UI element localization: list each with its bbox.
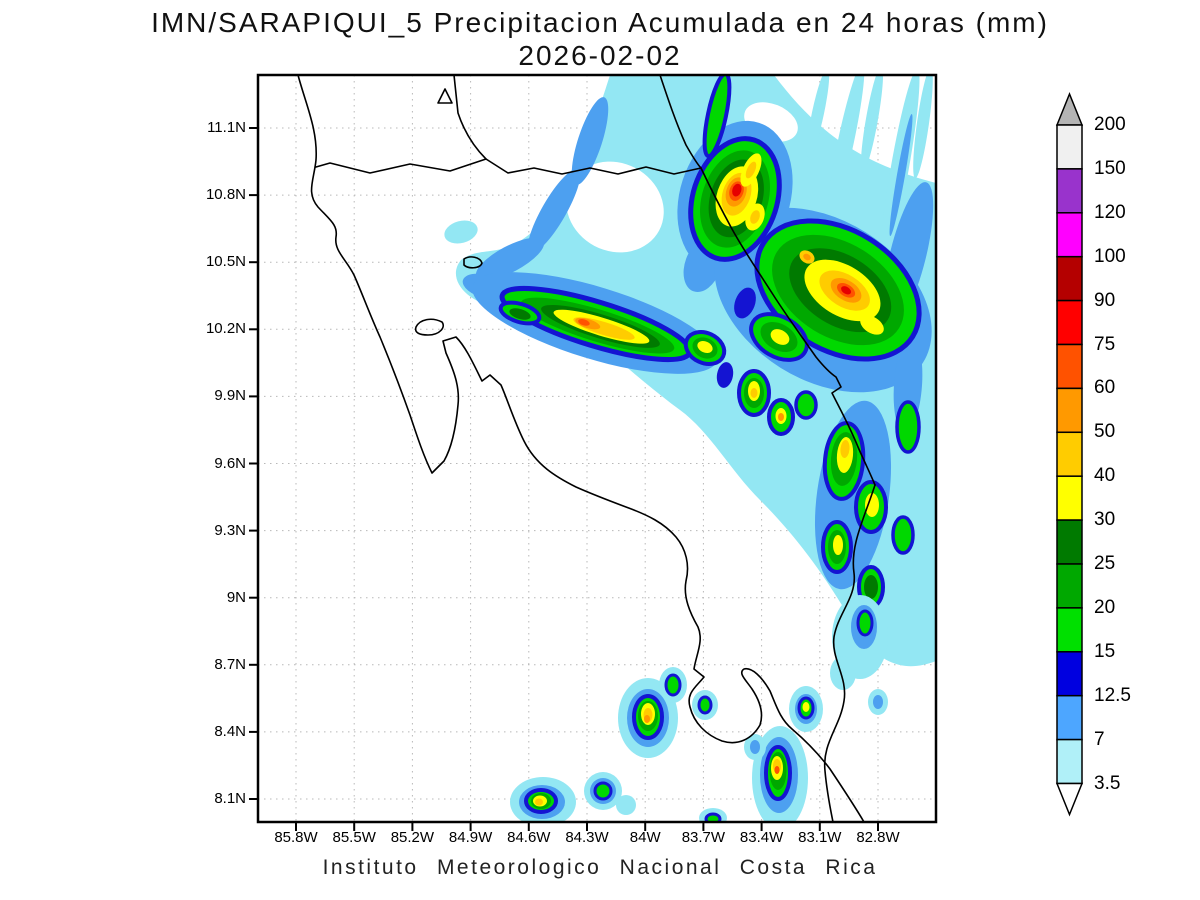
panama-border xyxy=(823,484,876,823)
x-axis-tick-label: 83.1W xyxy=(798,829,842,846)
colorbar-tick-label: 75 xyxy=(1094,333,1116,355)
y-axis-tick-label: 11.1N xyxy=(207,119,246,136)
colorbar-tick-label: 20 xyxy=(1094,596,1116,618)
x-axis-tick-label: 82.8W xyxy=(856,829,900,846)
isla-chira xyxy=(414,318,444,336)
colorbar-tick-label: 60 xyxy=(1094,377,1116,399)
colorbar-tick-label: 200 xyxy=(1094,114,1126,135)
x-axis-tick-label: 84W xyxy=(629,829,661,846)
colorbar-tick-label: 90 xyxy=(1094,289,1116,311)
x-axis-tick-label: 85.5W xyxy=(332,829,376,846)
y-axis-tick-label: 9N xyxy=(226,588,246,606)
y-axis-tick-label: 10.5N xyxy=(205,253,246,271)
pacific-coastline xyxy=(297,74,865,823)
y-axis-tick-label: 10.8N xyxy=(205,186,246,204)
colorbar-tick-label: 12.5 xyxy=(1094,684,1131,706)
precipitation-field xyxy=(444,75,936,822)
colorbar-tick-label: 50 xyxy=(1094,421,1116,443)
y-axis-tick-label: 9.3N xyxy=(214,521,246,539)
x-axis-tick-label: 84.9W xyxy=(448,829,493,846)
x-axis-tick-label: 83.4W xyxy=(739,829,784,846)
nicaragua-border-west xyxy=(315,158,487,174)
colorbar-tick-label: 7 xyxy=(1094,728,1105,750)
title-line-1: IMN/SARAPIQUI_5 Precipitacion Acumulada … xyxy=(151,7,1049,38)
footer-caption: Instituto Meteorologico Nacional Costa R… xyxy=(322,856,878,879)
colorbar-tick-label: 150 xyxy=(1094,157,1126,179)
title-line-2: 2026-02-02 xyxy=(518,40,682,71)
x-axis-tick-label: 85.2W xyxy=(390,829,435,846)
caribbean-coastline xyxy=(659,74,876,486)
figure-title: IMN/SARAPIQUI_5 Precipitacion Acumulada … xyxy=(0,6,1200,72)
colorbar-tick-label: 40 xyxy=(1094,465,1116,487)
lake-island xyxy=(437,88,453,104)
colorbar-tick-label: 25 xyxy=(1094,553,1116,574)
colorbar-legend: 200 150 120 100 90 75 60 50 40 30 25 20 15 12.5 7 3.5 xyxy=(1055,91,1186,833)
y-axis-tick-label: 8.4N xyxy=(214,722,246,740)
x-axis-tick-label: 83.7W xyxy=(681,829,726,846)
colorbar-tick-label: 30 xyxy=(1094,509,1116,531)
y-axis-tick-label: 8.7N xyxy=(214,655,246,673)
colorbar-scale xyxy=(1055,91,1084,817)
map-plot: 11.1N 10.8N 10.5N 10.2N 9.9N 9.6N 9.3N 9N 8.7N 8.… xyxy=(206,73,938,846)
y-axis-tick-label: 9.6N xyxy=(214,454,246,472)
colorbar-tick-label: 120 xyxy=(1094,201,1126,223)
y-axis-tick-label: 9.9N xyxy=(214,387,246,405)
plot-border xyxy=(256,73,938,824)
colorbar-tick-label: 100 xyxy=(1094,245,1126,267)
lake-arenal xyxy=(463,256,483,269)
y-axis-tick-label: 8.1N xyxy=(214,790,246,807)
colorbar-tick-label: 3.5 xyxy=(1094,772,1121,794)
coastline xyxy=(297,74,876,823)
x-axis-tick-label: 84.3W xyxy=(565,829,609,846)
x-axis-tick-label: 85.8W xyxy=(274,829,318,846)
axis-ticks xyxy=(249,127,879,831)
nicaragua-border xyxy=(453,74,702,175)
colorbar-tick-label: 15 xyxy=(1094,640,1116,662)
y-axis-tick-label: 10.2N xyxy=(205,320,246,338)
map-canvas xyxy=(249,73,938,831)
x-axis-tick-label: 84.6W xyxy=(507,829,551,846)
